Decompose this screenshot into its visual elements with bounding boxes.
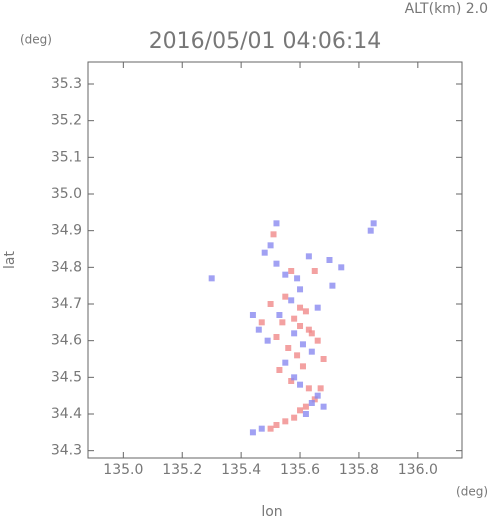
data-point bbox=[282, 359, 289, 366]
data-point bbox=[273, 334, 280, 340]
data-point bbox=[279, 319, 286, 326]
data-point bbox=[305, 385, 312, 392]
data-point bbox=[288, 268, 295, 274]
data-point bbox=[299, 341, 306, 348]
y-tick-label: 35.0 bbox=[51, 186, 82, 202]
y-tick-label: 34.6 bbox=[51, 333, 82, 349]
data-point bbox=[297, 286, 304, 293]
data-point bbox=[317, 385, 324, 392]
data-point bbox=[299, 363, 306, 370]
x-tick-label: 136.0 bbox=[398, 462, 438, 478]
data-point bbox=[302, 403, 309, 410]
data-point bbox=[294, 352, 301, 359]
data-point bbox=[276, 367, 283, 373]
data-point bbox=[276, 312, 283, 318]
y-tick-label: 34.8 bbox=[51, 259, 82, 275]
data-point bbox=[282, 271, 289, 278]
y-tick-label: 35.2 bbox=[51, 113, 82, 129]
data-point bbox=[314, 337, 321, 344]
data-point bbox=[308, 330, 315, 337]
data-point bbox=[297, 304, 304, 311]
data-point bbox=[273, 260, 280, 267]
data-point bbox=[288, 297, 295, 304]
data-point bbox=[302, 308, 309, 315]
data-point bbox=[308, 348, 315, 355]
y-unit: (deg) bbox=[20, 33, 52, 47]
data-point bbox=[314, 392, 321, 399]
data-point bbox=[297, 407, 304, 414]
x-tick-label: 135.0 bbox=[103, 462, 143, 478]
data-point bbox=[270, 231, 277, 238]
data-point bbox=[255, 326, 262, 333]
data-point bbox=[291, 414, 298, 421]
data-point bbox=[297, 381, 304, 388]
chart-title: 2016/05/01 04:06:14 bbox=[149, 29, 382, 54]
data-point bbox=[305, 326, 312, 333]
data-point bbox=[305, 253, 312, 260]
data-point bbox=[338, 264, 345, 271]
y-tick-label: 34.9 bbox=[51, 223, 82, 239]
data-point bbox=[314, 304, 321, 311]
data-point bbox=[258, 425, 265, 432]
data-point bbox=[267, 301, 274, 307]
data-point bbox=[320, 403, 327, 410]
x-axis-label: lon bbox=[261, 504, 282, 520]
y-tick-label: 34.3 bbox=[51, 443, 82, 459]
annotation: ALT(km) 2.0 bbox=[405, 1, 488, 17]
data-point bbox=[285, 345, 292, 351]
data-point bbox=[282, 293, 289, 300]
x-tick-label: 135.6 bbox=[280, 462, 320, 478]
data-point bbox=[311, 268, 318, 274]
data-point bbox=[273, 220, 280, 227]
data-point bbox=[249, 429, 256, 436]
y-axis-label: lat bbox=[2, 251, 18, 269]
data-point bbox=[291, 374, 298, 381]
data-point bbox=[273, 422, 280, 428]
data-point bbox=[258, 319, 265, 326]
data-point bbox=[329, 282, 336, 289]
data-point bbox=[291, 315, 298, 322]
plot-frame bbox=[87, 61, 463, 459]
y-tick-label: 34.4 bbox=[51, 406, 82, 422]
data-point bbox=[267, 425, 274, 432]
data-point bbox=[367, 227, 374, 234]
y-tick-label: 34.7 bbox=[51, 296, 82, 312]
data-point bbox=[302, 411, 309, 417]
data-point bbox=[311, 396, 318, 403]
data-point bbox=[326, 257, 333, 263]
data-point bbox=[264, 337, 271, 344]
data-point bbox=[370, 220, 377, 227]
data-point bbox=[291, 330, 298, 337]
y-tick-label: 35.1 bbox=[51, 149, 82, 165]
data-point bbox=[261, 249, 268, 256]
x-unit: (deg) bbox=[456, 485, 488, 499]
x-tick-label: 135.4 bbox=[221, 462, 261, 478]
data-point bbox=[267, 242, 274, 249]
data-point bbox=[320, 356, 327, 362]
data-point bbox=[308, 400, 315, 406]
data-point bbox=[208, 275, 215, 282]
data-point bbox=[249, 312, 256, 318]
y-tick-label: 34.5 bbox=[51, 369, 82, 385]
y-tick-label: 35.3 bbox=[51, 76, 82, 92]
x-tick-label: 135.8 bbox=[339, 462, 379, 478]
data-point bbox=[282, 418, 289, 425]
data-point bbox=[294, 275, 301, 282]
data-point bbox=[288, 378, 295, 384]
x-tick-label: 135.2 bbox=[162, 462, 202, 478]
data-point bbox=[297, 323, 304, 329]
